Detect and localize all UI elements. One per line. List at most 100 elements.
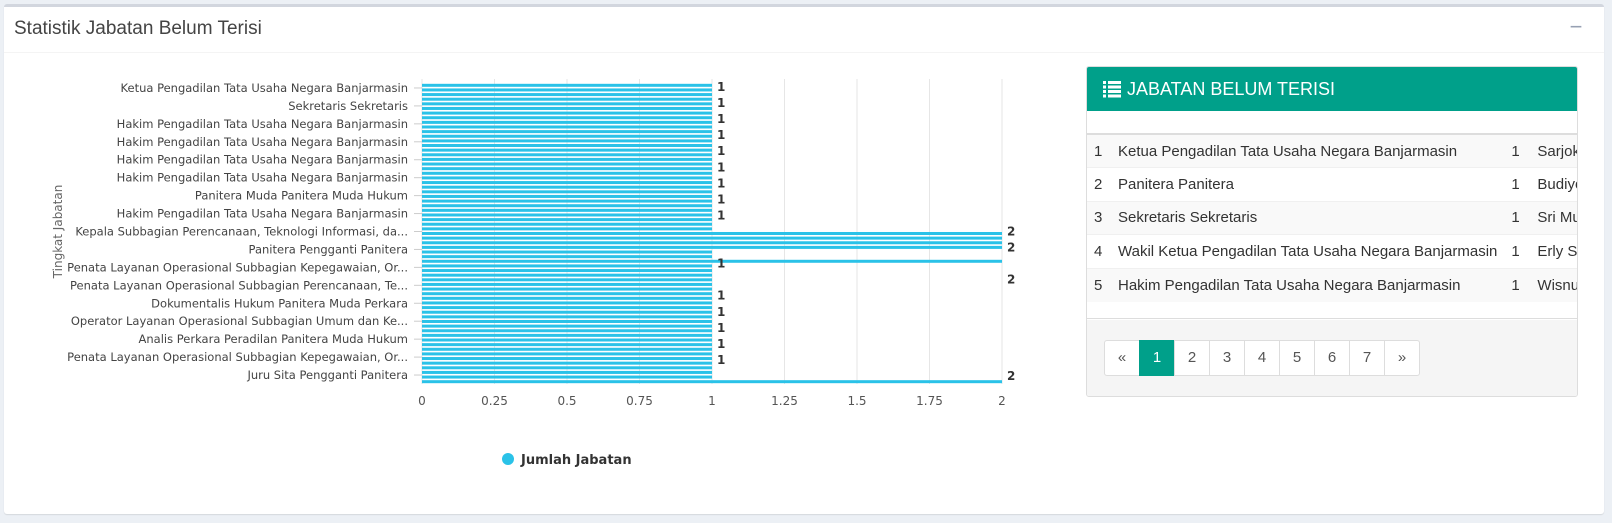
y-category-label: Sekretaris Sekretaris <box>288 99 408 113</box>
bar <box>422 282 712 286</box>
y-category-label: Hakim Pengadilan Tata Usaha Negara Banja… <box>117 153 408 167</box>
bar <box>422 125 712 129</box>
cell-no: 4 <box>1087 234 1111 269</box>
data-label: 1 <box>717 337 725 351</box>
bar-chart: 0 0.25 0.5 0.75 1 1.25 1.5 1.75 2 Ketua Pengadila… <box>4 54 1074 514</box>
bar <box>422 120 712 124</box>
cell-jumlah: 1 <box>1504 200 1531 235</box>
bar <box>422 97 712 101</box>
bar <box>422 185 712 189</box>
cell-nama: Budiyono <box>1530 167 1577 202</box>
bar <box>422 324 712 328</box>
pagination-next-button[interactable]: » <box>1384 340 1420 376</box>
bar <box>422 111 712 115</box>
jabatan-panel: JABATAN BELUM TERISI 1 Ketua Pengadilan T… <box>1086 66 1578 397</box>
x-tick-label: 1.25 <box>771 394 798 408</box>
cell-no: 3 <box>1087 200 1111 235</box>
bar <box>422 102 712 106</box>
bar <box>422 259 1002 263</box>
legend-label: Jumlah Jabatan <box>520 453 632 468</box>
data-label: 2 <box>1007 369 1015 383</box>
pagination: «1 2 3 4 5 6 7» <box>1104 340 1420 376</box>
bar <box>422 292 712 296</box>
pagination-prev-button[interactable]: « <box>1104 340 1140 376</box>
x-tick-label: 1 <box>708 394 716 408</box>
y-category-label: Ketua Pengadilan Tata Usaha Negara Banja… <box>121 81 408 95</box>
y-category-label: Hakim Pengadilan Tata Usaha Negara Banja… <box>117 117 408 131</box>
bar <box>422 148 712 152</box>
bar <box>422 255 712 259</box>
bar <box>422 278 712 282</box>
bar <box>422 347 712 351</box>
bar <box>422 208 712 212</box>
x-tick-label: 2 <box>998 394 1006 408</box>
jabatan-table: 1 Ketua Pengadilan Tata Usaha Negara Banj… <box>1087 133 1577 302</box>
panel-footer: «1 2 3 4 5 6 7» <box>1087 320 1577 396</box>
bar <box>422 296 712 300</box>
y-category-label: Dokumentalis Hukum Panitera Muda Perkara <box>151 296 408 310</box>
bar <box>422 357 712 361</box>
bar <box>422 329 712 333</box>
bar <box>422 134 712 138</box>
bar <box>422 171 712 175</box>
pagination-page-2[interactable]: 2 <box>1174 340 1210 376</box>
bar <box>422 245 1002 249</box>
pagination-page-6[interactable]: 6 <box>1314 340 1350 376</box>
bar <box>422 319 712 323</box>
bar <box>422 204 712 208</box>
bar <box>422 139 712 143</box>
bar <box>422 375 712 379</box>
bar <box>422 213 712 217</box>
bar <box>422 306 712 310</box>
bar <box>422 287 712 291</box>
data-label: 1 <box>717 321 725 335</box>
bar <box>422 218 712 222</box>
y-category-label: Hakim Pengadilan Tata Usaha Negara Banja… <box>117 171 408 185</box>
bar <box>422 130 712 134</box>
y-category-label: Operator Layanan Operasional Subbagian U… <box>71 314 408 328</box>
bar <box>422 343 712 347</box>
data-label: 1 <box>717 289 725 303</box>
bar <box>422 83 712 87</box>
bar <box>422 232 1002 235</box>
bar <box>422 227 712 231</box>
data-label: 1 <box>717 80 725 94</box>
bar <box>422 199 712 203</box>
pagination-page-4[interactable]: 4 <box>1244 340 1280 376</box>
data-label: 1 <box>717 192 725 206</box>
bar <box>422 315 712 319</box>
bar <box>422 157 712 161</box>
bar <box>422 241 1002 245</box>
cell-jumlah: 1 <box>1504 167 1531 202</box>
pagination-page-7[interactable]: 7 <box>1349 340 1385 376</box>
bar <box>422 190 712 194</box>
bar <box>422 93 712 97</box>
bar <box>422 153 712 157</box>
bar <box>422 106 712 110</box>
data-label: 1 <box>717 257 725 271</box>
bar <box>422 301 712 305</box>
collapse-button[interactable]: − <box>1564 15 1588 39</box>
y-category-label: Hakim Pengadilan Tata Usaha Negara Banja… <box>117 135 408 149</box>
pagination-page-1[interactable]: 1 <box>1139 340 1175 376</box>
panel-title: JABATAN BELUM TERISI <box>1127 78 1336 99</box>
bar <box>422 361 712 365</box>
y-category-label: Kepala Subbagian Perencanaan, Teknologi … <box>75 225 408 239</box>
pagination-page-5[interactable]: 5 <box>1279 340 1315 376</box>
pagination-page-3[interactable]: 3 <box>1209 340 1245 376</box>
data-label: 1 <box>717 144 725 158</box>
bar <box>422 162 712 166</box>
x-tick-label: 0 <box>418 394 426 408</box>
chart-svg: 0 0.25 0.5 0.75 1 1.25 1.5 1.75 2 Ketua Pengadila… <box>51 79 1015 468</box>
list-icon <box>1103 81 1121 98</box>
bar <box>422 352 712 356</box>
cell-jumlah: 1 <box>1504 234 1531 269</box>
box-header: Statistik Jabatan Belum Terisi − <box>4 7 1604 53</box>
cell-jabatan: Panitera Panitera <box>1111 167 1505 202</box>
bar <box>422 333 712 337</box>
x-tick-label: 1.5 <box>847 394 866 408</box>
y-category-label: Hakim Pengadilan Tata Usaha Negara Banja… <box>117 207 408 221</box>
table-row: 5 Hakim Pengadilan Tata Usaha Negara Banj… <box>1087 267 1577 302</box>
